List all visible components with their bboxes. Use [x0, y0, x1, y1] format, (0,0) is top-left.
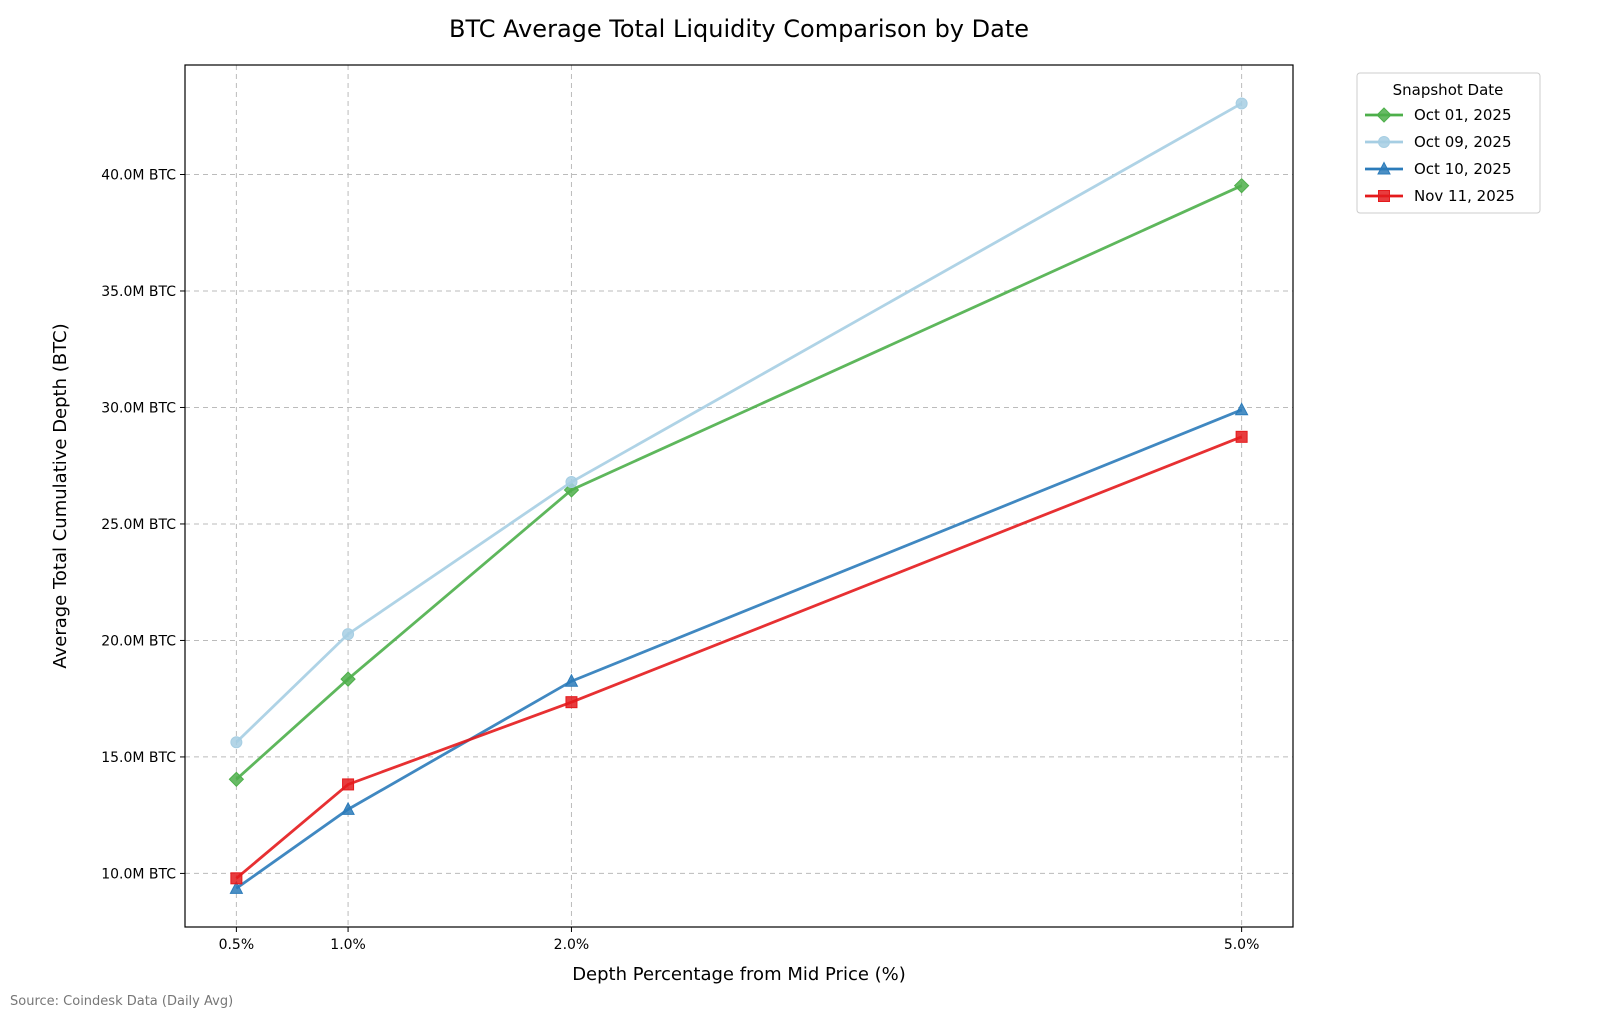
series-nov-11-2025: [230, 430, 1248, 885]
x-tick-label: 1.0%: [330, 937, 366, 953]
data-point: [230, 736, 243, 749]
series-line: [235, 435, 1243, 880]
x-tick-label: 2.0%: [554, 937, 590, 953]
legend-box: [1356, 72, 1541, 214]
data-point: [565, 476, 578, 489]
data-point: [342, 628, 355, 641]
legend: Snapshot Date Oct 01, 2025 Oct 09, 2025 Oc…: [1356, 72, 1541, 214]
y-tick-label: 30.0M BTC: [101, 400, 176, 416]
y-tick-label: 40.0M BTC: [101, 167, 176, 183]
data-point: [342, 778, 355, 791]
chart-title: BTC Average Total Liquidity Comparison b…: [449, 15, 1029, 43]
source-note: Source: Coindesk Data (Daily Avg): [10, 994, 233, 1009]
x-tick-label: 5.0%: [1224, 937, 1260, 953]
data-point: [228, 771, 245, 788]
ticks: 0.5% 1.0% 2.0% 5.0% 10.0M BTC 15.0M BTC 20.0M …: [101, 167, 1259, 953]
data-point: [340, 671, 356, 687]
legend-marker: [1376, 107, 1392, 123]
series-line: [235, 184, 1243, 781]
plot-area: [228, 97, 1250, 894]
x-axis-label: Depth Percentage from Mid Price (%): [572, 964, 906, 985]
data-point: [565, 696, 578, 709]
y-axis-label: Average Total Cumulative Depth (BTC): [50, 323, 71, 668]
data-point: [1235, 430, 1248, 443]
x-tick-label: 0.5%: [219, 937, 255, 953]
data-point: [1235, 97, 1248, 110]
legend-marker: [1378, 136, 1390, 148]
legend-entry: Oct 01, 2025: [1414, 106, 1512, 124]
legend-marker: [1377, 161, 1391, 175]
series-line: [235, 408, 1243, 890]
legend-title: Snapshot Date: [1393, 81, 1504, 99]
y-tick-label: 25.0M BTC: [101, 517, 176, 533]
axes-frame: [184, 64, 1294, 928]
legend-entry: Oct 10, 2025: [1414, 160, 1512, 178]
series-line: [235, 102, 1243, 744]
data-point: [1234, 402, 1249, 416]
series-oct-01-2025: [228, 177, 1250, 788]
data-point: [341, 801, 355, 815]
data-point: [564, 673, 579, 687]
y-tick-label: 35.0M BTC: [101, 284, 176, 300]
legend-entry: Nov 11, 2025: [1414, 187, 1515, 205]
series-oct-09-2025: [230, 97, 1248, 749]
y-tick-label: 10.0M BTC: [101, 866, 176, 882]
legend-marker: [1378, 190, 1390, 202]
data-point: [1233, 177, 1250, 194]
y-tick-label: 20.0M BTC: [101, 633, 176, 649]
grid: [185, 65, 1293, 927]
data-point: [230, 872, 243, 885]
y-tick-label: 15.0M BTC: [101, 750, 176, 766]
data-point: [229, 880, 244, 894]
series-oct-10-2025: [229, 402, 1249, 894]
legend-entry: Oct 09, 2025: [1414, 133, 1512, 151]
